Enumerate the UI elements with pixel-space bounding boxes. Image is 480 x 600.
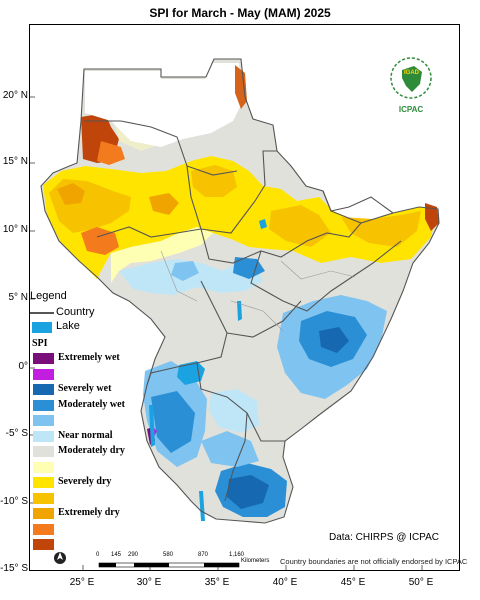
lon-label-35e: 35° E — [204, 577, 230, 588]
icpac-logo: IGAD ICPAC — [380, 52, 442, 118]
legend-heading: Legend — [30, 290, 67, 302]
lat-label-5n: 5° N — [8, 292, 28, 303]
spi-class-swatch — [33, 415, 54, 426]
region-severe-dry-2 — [57, 183, 85, 205]
legend-lake-label: Lake — [56, 320, 80, 332]
scale-tick-580: 580 — [163, 552, 174, 558]
region-wet-east-severe — [319, 327, 349, 353]
lat-label-10s: -10° S — [0, 496, 28, 507]
scale-tick-0: 0 — [96, 552, 100, 558]
lake-turkana — [237, 301, 242, 321]
spi-class-swatch — [33, 353, 54, 364]
scale-tick-290: 290 — [128, 552, 139, 558]
spi-class-swatch — [33, 477, 54, 488]
legend-spi-heading: SPI — [32, 338, 48, 349]
map-title: SPI for March - May (MAM) 2025 — [149, 6, 331, 20]
region-dry-orange-3 — [341, 211, 421, 247]
lon-label-30e: 30° E — [136, 577, 162, 588]
scale-tick-145: 145 — [111, 552, 122, 558]
spi-class-label: Extremely wet — [58, 352, 120, 363]
lon-label-25e: 25° E — [69, 577, 95, 588]
region-dry-north — [43, 156, 437, 279]
lat-label-20n: 20° N — [2, 90, 28, 101]
scale-unit: Kilometers — [241, 558, 270, 564]
region-severe-dry-nw — [97, 141, 125, 165]
lat-label-5s: -5° S — [5, 428, 28, 439]
spi-class-label: Severely dry — [58, 476, 112, 487]
region-empty-north — [85, 63, 243, 147]
spi-class-swatch — [33, 399, 54, 411]
region-wet-moderate-2 — [171, 261, 199, 281]
region-wet-south-central — [201, 431, 259, 467]
north-arrow — [54, 552, 66, 564]
spi-class-list: Extremely wet Severely wet Moderately wet N… — [30, 352, 170, 552]
region-dry-pale — [111, 227, 213, 283]
map-frame — [29, 24, 460, 571]
lon-label-50e: 50° E — [408, 577, 434, 588]
lake-tana — [259, 219, 267, 229]
internal-boundaries — [160, 250, 356, 332]
lat-label-0: 0° — [18, 361, 28, 372]
spi-map — [30, 58, 440, 570]
spi-class-swatch — [33, 523, 54, 535]
boundary-disclaimer: Country boundaries are not officially en… — [280, 557, 468, 566]
spi-class-swatch — [33, 508, 54, 519]
lat-label-15s: -15° S — [0, 563, 28, 574]
spi-class-swatch — [33, 430, 54, 442]
lon-label-45e: 45° E — [340, 577, 366, 588]
region-severe-dry-1 — [81, 227, 119, 255]
lon-label-40e: 40° E — [272, 577, 298, 588]
scale-tick-1160: 1,160 — [229, 552, 245, 558]
country-boundaries — [40, 58, 440, 524]
region-dry-red-sudan-coast — [235, 65, 247, 109]
spi-class-swatch — [33, 539, 54, 550]
region-severe-dry-3 — [149, 193, 179, 215]
spi-class-label: Extremely dry — [58, 507, 120, 518]
spi-class-label: Moderately wet — [58, 398, 125, 410]
region-wet-west-strong — [151, 391, 195, 453]
spi-class-label: Near normal — [58, 429, 113, 441]
spi-class-label: Moderately dry — [58, 445, 125, 456]
lake-tanganyika — [149, 405, 155, 447]
spi-class-swatch — [33, 492, 54, 504]
region-dry-orange-2 — [269, 205, 331, 247]
svg-text:IGAD: IGAD — [404, 70, 420, 76]
spi-class-swatch — [33, 368, 54, 380]
lake-swatch — [32, 322, 52, 333]
spi-class-swatch — [33, 384, 54, 395]
lake-malawi — [199, 491, 205, 521]
lat-label-10n: 10° N — [2, 224, 28, 235]
lat-label-15n: 15° N — [2, 156, 28, 167]
scale-tick-870: 870 — [198, 552, 209, 558]
data-credit: Data: CHIRPS @ ICPAC — [329, 532, 439, 543]
country-line-swatch — [30, 312, 54, 314]
scale-bar — [98, 562, 240, 568]
svg-text:ICPAC: ICPAC — [399, 105, 424, 114]
spi-class-label: Severely wet — [58, 383, 112, 394]
region-wet-south-severe — [227, 475, 269, 509]
spi-class-swatch — [33, 461, 54, 473]
spi-class-swatch — [33, 446, 54, 457]
region-extreme-dry-ne — [425, 203, 439, 231]
legend-country-label: Country — [56, 306, 95, 318]
